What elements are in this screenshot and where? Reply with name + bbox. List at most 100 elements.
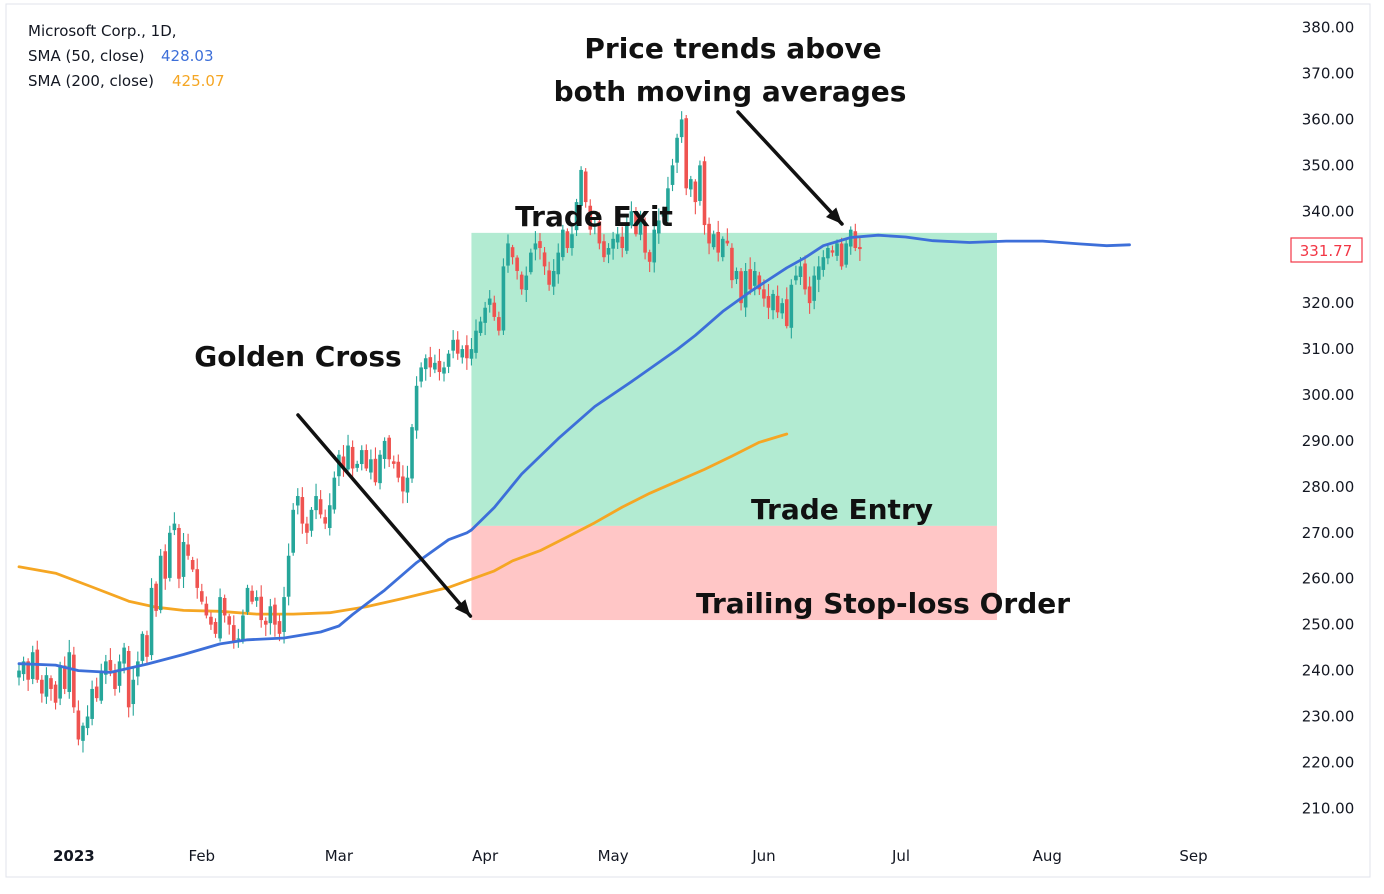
- candle-body: [423, 358, 428, 370]
- candle-body: [433, 362, 437, 370]
- candle-body: [414, 385, 419, 431]
- candle-body: [231, 625, 236, 644]
- candle-body: [241, 615, 245, 641]
- candle: [200, 583, 204, 605]
- candle: [826, 244, 830, 265]
- candle-body: [515, 257, 519, 271]
- candle: [519, 271, 524, 295]
- candle: [652, 220, 657, 273]
- candle: [469, 338, 474, 366]
- candle-body: [195, 569, 200, 588]
- candle: [181, 533, 186, 588]
- annotation-trend-line2: both moving averages: [554, 75, 907, 108]
- candle-body: [574, 202, 579, 231]
- candle: [263, 617, 268, 637]
- candle-body: [200, 591, 204, 602]
- candle-body: [629, 211, 634, 226]
- candle-body: [245, 587, 250, 612]
- candle-body: [647, 252, 652, 262]
- candle-body: [186, 544, 190, 556]
- candle: [113, 663, 117, 696]
- candle: [510, 244, 515, 265]
- candle-body: [858, 247, 862, 250]
- candle: [21, 656, 26, 681]
- candle: [542, 247, 547, 275]
- candle-body: [131, 679, 136, 705]
- candle: [291, 503, 295, 556]
- candle: [104, 654, 108, 684]
- candle-body: [803, 263, 807, 290]
- candle: [44, 667, 49, 704]
- candle: [734, 267, 739, 285]
- annotation-trend-line1: Price trends above: [584, 32, 881, 65]
- candle: [551, 259, 556, 295]
- sma50-layer: [17, 233, 1131, 674]
- candle: [583, 168, 588, 208]
- candle-body: [684, 118, 689, 189]
- x-tick-label: 2023: [53, 847, 95, 865]
- candle-body: [611, 238, 615, 249]
- annotation-trade-entry: Trade Entry: [751, 493, 933, 526]
- candle-body: [44, 675, 49, 697]
- candle-body: [181, 541, 186, 577]
- candle-body: [323, 517, 327, 524]
- candle: [90, 680, 94, 726]
- candle-body: [85, 716, 90, 729]
- candle: [396, 454, 401, 483]
- candle-body: [739, 271, 743, 304]
- candle-body: [209, 616, 213, 625]
- candle: [163, 544, 168, 590]
- candle: [359, 445, 364, 471]
- candle: [305, 516, 309, 545]
- candle: [168, 525, 172, 582]
- candle: [684, 114, 689, 196]
- y-tick-label: 340.00: [1302, 202, 1355, 220]
- y-tick-label: 290.00: [1302, 432, 1355, 450]
- candle-body: [21, 661, 26, 675]
- candle-body: [67, 652, 72, 692]
- candle-body: [309, 509, 314, 531]
- candle-body: [451, 339, 455, 351]
- candle-body: [277, 621, 282, 634]
- candle-body: [263, 620, 268, 625]
- candle: [49, 675, 53, 701]
- golden-cross-arrow-shaft: [296, 413, 473, 618]
- candlestick-series: [17, 111, 862, 753]
- candle-body: [250, 590, 254, 602]
- candle-body: [126, 650, 131, 708]
- candle: [401, 465, 405, 504]
- profit-zone: [471, 232, 997, 526]
- candle-body: [579, 169, 583, 206]
- annotations: Price trends above both moving averages …: [194, 32, 1070, 620]
- candle: [465, 335, 469, 370]
- x-tick-label: Jun: [751, 847, 775, 865]
- candle-body: [510, 247, 515, 258]
- candle-body: [661, 211, 666, 217]
- candle-body: [771, 293, 775, 311]
- candle-body: [497, 317, 501, 331]
- candle-body: [483, 307, 487, 323]
- candle: [474, 319, 478, 359]
- candle-body: [318, 499, 323, 515]
- candle-body: [702, 161, 707, 226]
- candle: [556, 243, 561, 284]
- candle: [286, 543, 291, 606]
- candle-body: [259, 596, 264, 621]
- legend: Microsoft Corp., 1D, SMA (50, close) 428…: [28, 22, 225, 90]
- candle: [515, 255, 519, 280]
- candle-body: [597, 221, 602, 244]
- y-tick-label: 230.00: [1302, 708, 1355, 726]
- candle-body: [332, 477, 337, 510]
- y-tick-label: 220.00: [1302, 753, 1355, 771]
- candle: [570, 226, 574, 256]
- candle-body: [720, 238, 725, 258]
- candle-body: [698, 165, 702, 201]
- candle-body: [615, 234, 620, 243]
- candle: [565, 228, 570, 253]
- candle-body: [455, 339, 460, 354]
- candle: [405, 465, 410, 503]
- annotation-trade-exit: Trade Exit: [515, 200, 673, 233]
- candle: [204, 596, 209, 619]
- candle-body: [775, 295, 780, 313]
